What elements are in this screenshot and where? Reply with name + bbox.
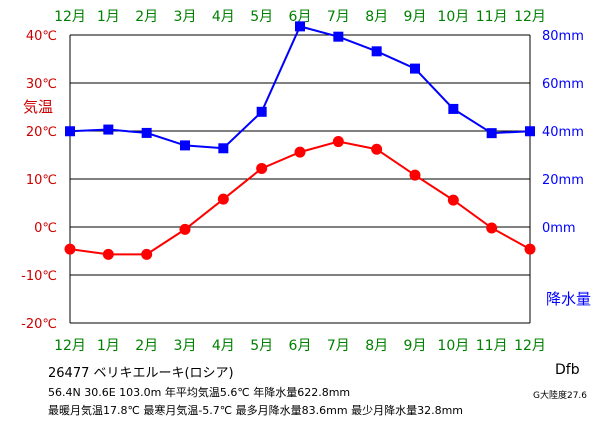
month-label: 12月 xyxy=(514,338,546,354)
temperature-tick-label: -10℃ xyxy=(21,269,57,284)
precipitation-point xyxy=(525,126,535,137)
month-label: 6月 xyxy=(289,9,312,25)
precipitation-point xyxy=(448,103,459,114)
precipitation-tick-label: 40mm xyxy=(542,125,584,140)
temperature-point xyxy=(102,248,114,260)
station-name: 26477 ベリキエルーキ(ロシア) xyxy=(48,366,234,381)
month-label: 4月 xyxy=(212,338,235,354)
month-label: 1月 xyxy=(97,9,120,25)
temperature-point xyxy=(486,222,498,234)
month-label: 10月 xyxy=(437,9,469,25)
temperature-point xyxy=(294,146,306,158)
temperature-axis-label: 気温 xyxy=(23,98,53,116)
climate-class: Dfb xyxy=(555,362,580,378)
precipitation-point xyxy=(256,106,267,117)
precipitation-tick-label: 60mm xyxy=(542,77,584,92)
temperature-point xyxy=(524,243,536,255)
month-label: 9月 xyxy=(404,338,427,354)
temperature-point xyxy=(217,193,229,205)
precipitation-tick-label: 0mm xyxy=(542,221,576,236)
precipitation-point xyxy=(333,31,344,42)
month-label: 5月 xyxy=(250,9,273,25)
top-month-labels: 12月 1月 2月 3月 4月 5月 6月 7月 8月 9月 10月 11月 12月 xyxy=(54,9,546,25)
month-label: 3月 xyxy=(174,338,197,354)
month-label: 12月 xyxy=(54,338,86,354)
precipitation-point xyxy=(65,126,75,137)
precipitation-point xyxy=(486,128,497,139)
temperature-point xyxy=(409,169,421,181)
month-label: 12月 xyxy=(514,9,546,25)
month-label: 1月 xyxy=(97,338,120,354)
temperature-point xyxy=(332,136,344,148)
temperature-tick-label: 40℃ xyxy=(26,29,57,44)
month-label: 12月 xyxy=(54,9,86,25)
bottom-month-labels: 12月 1月 2月 3月 4月 5月 6月 7月 8月 9月 10月 11月 12月 xyxy=(54,338,546,354)
series xyxy=(64,21,536,260)
month-label: 4月 xyxy=(212,9,235,25)
precipitation-axis-label: 降水量 xyxy=(546,290,591,308)
month-label: 8月 xyxy=(365,338,388,354)
month-label: 6月 xyxy=(289,338,312,354)
precipitation-tick-label: 80mm xyxy=(542,29,584,44)
month-label: 9月 xyxy=(404,9,427,25)
month-label: 11月 xyxy=(476,338,508,354)
temperature-point xyxy=(64,243,76,255)
temperature-line xyxy=(69,140,531,256)
month-label: 11月 xyxy=(476,9,508,25)
continentality-index: G大陸度27.6 xyxy=(533,391,588,401)
precipitation-point xyxy=(295,21,305,32)
precipitation-tick-label: 20mm xyxy=(542,173,584,188)
station-summary: 56.4N 30.6E 103.0m 年平均気温5.6℃ 年降水量622.8mm xyxy=(48,386,351,399)
precipitation-line xyxy=(69,25,531,150)
month-label: 2月 xyxy=(135,9,158,25)
month-label: 5月 xyxy=(250,338,273,354)
climate-chart: 12月 1月 2月 3月 4月 5月 6月 7月 8月 9月 10月 11月 12月 12月 1月 2月 3月… xyxy=(21,9,591,354)
month-label: 7月 xyxy=(327,9,350,25)
precipitation-point xyxy=(410,63,420,74)
month-label: 3月 xyxy=(174,9,197,25)
grid xyxy=(69,34,531,324)
temperature-point xyxy=(371,143,383,155)
precipitation-axis-ticks: 0mm20mm40mm60mm80mm100mm300mm500mm xyxy=(542,29,584,236)
temperature-point xyxy=(141,248,153,260)
temperature-tick-label: 10℃ xyxy=(26,173,57,188)
temperature-tick-label: 30℃ xyxy=(26,77,57,92)
station-extremes: 最暖月気温17.8℃ 最寒月気温-5.7℃ 最多月降水量83.6mm 最少月降水… xyxy=(48,404,463,417)
precipitation-point xyxy=(141,127,152,138)
precipitation-point xyxy=(371,46,382,57)
temperature-tick-label: -20℃ xyxy=(21,317,57,332)
precipitation-point xyxy=(218,143,229,154)
precipitation-point xyxy=(180,140,190,151)
temperature-tick-label: 0℃ xyxy=(34,221,57,236)
temperature-tick-label: 20℃ xyxy=(26,125,57,140)
temperature-point xyxy=(256,162,268,174)
precipitation-point xyxy=(103,124,114,135)
month-label: 8月 xyxy=(365,9,388,25)
month-label: 2月 xyxy=(135,338,158,354)
month-label: 7月 xyxy=(327,338,350,354)
temperature-point xyxy=(179,223,191,235)
month-label: 10月 xyxy=(437,338,469,354)
temperature-axis-ticks: -20℃ -10℃ 0℃ 10℃ 20℃ 30℃ 40℃ xyxy=(21,29,57,332)
temperature-point xyxy=(447,194,459,206)
